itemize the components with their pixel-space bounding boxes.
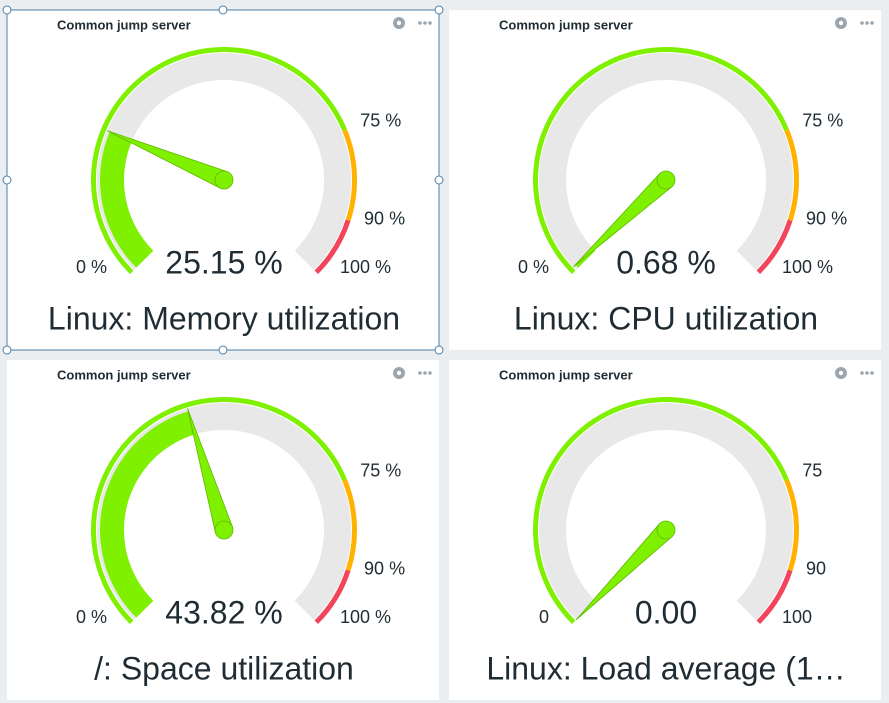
more-dot [428, 371, 432, 375]
threshold-arc [342, 129, 358, 222]
threshold-label: 75 % [360, 110, 401, 130]
more-icon[interactable] [860, 21, 874, 25]
gauge-value: 0.00 [635, 594, 697, 630]
resize-handle[interactable] [218, 345, 228, 355]
resize-handle[interactable] [2, 5, 12, 15]
min-label: 0 % [76, 607, 107, 627]
settings-icon-hole [396, 370, 402, 376]
threshold-label: 75 % [360, 460, 401, 480]
min-label: 0 % [76, 257, 107, 277]
widget[interactable]: Common jump server 75 % 90 % 0 % 100 % 25.15 … [2, 5, 444, 355]
settings-icon[interactable] [393, 17, 405, 29]
threshold-arc [533, 397, 789, 625]
more-dot [423, 21, 427, 25]
gauge-band [539, 52, 794, 270]
max-label: 100 % [340, 257, 391, 277]
gauge-needle [187, 408, 234, 540]
threshold-label: 90 % [364, 559, 405, 579]
threshold-label: 90 % [806, 209, 847, 229]
widget-header: Common jump server [57, 17, 191, 32]
needle-hub [214, 170, 234, 190]
widget-header: Common jump server [57, 367, 191, 382]
needle-hub [214, 520, 234, 540]
more-dot [423, 371, 427, 375]
threshold-arc [784, 129, 800, 222]
widget[interactable]: Common jump server 75 90 0 100 0.00 Linux: Loa… [449, 360, 881, 700]
min-label: 0 [539, 607, 549, 627]
threshold-arc [784, 479, 800, 572]
settings-icon[interactable] [393, 367, 405, 379]
min-label: 0 % [518, 257, 549, 277]
more-dot [860, 21, 864, 25]
threshold-label: 90 [806, 559, 826, 579]
threshold-label: 75 % [802, 110, 843, 130]
threshold-arc [533, 47, 789, 275]
more-dot [428, 21, 432, 25]
more-dot [860, 371, 864, 375]
widget[interactable]: Common jump server 75 % 90 % 0 % 100 % 0.68 %… [449, 10, 881, 350]
widget[interactable]: Common jump server 75 % 90 % 0 % 100 % 43.82 … [7, 360, 439, 700]
more-dot [418, 371, 422, 375]
more-dot [418, 21, 422, 25]
needle-hub [656, 170, 676, 190]
max-label: 100 % [340, 607, 391, 627]
widget-title: Linux: Memory utilization [48, 300, 400, 336]
threshold-arc [756, 219, 793, 275]
more-dot [865, 21, 869, 25]
more-dot [865, 371, 869, 375]
gauge-value-arc [100, 131, 154, 268]
settings-icon-hole [838, 20, 844, 26]
threshold-label: 90 % [364, 209, 405, 229]
threshold-arc [314, 569, 351, 625]
settings-icon-hole [396, 20, 402, 26]
settings-icon[interactable] [835, 367, 847, 379]
widget-title: /: Space utilization [94, 650, 354, 686]
threshold-arc [342, 479, 358, 572]
max-label: 100 [782, 607, 812, 627]
more-icon[interactable] [418, 371, 432, 375]
resize-handle[interactable] [434, 175, 444, 185]
gauge-needle [573, 170, 676, 268]
widget-header: Common jump server [499, 367, 633, 382]
threshold-arc [314, 219, 351, 275]
resize-handle[interactable] [2, 345, 12, 355]
threshold-arc [91, 397, 347, 625]
gauge-band [539, 402, 794, 620]
gauge-value-arc [100, 411, 196, 618]
resize-handle[interactable] [2, 175, 12, 185]
widget-header: Common jump server [499, 17, 633, 32]
widget-title: Linux: CPU utilization [514, 300, 818, 336]
settings-icon-hole [838, 370, 844, 376]
threshold-arc [91, 47, 347, 275]
threshold-label: 75 [802, 460, 822, 480]
gauge-value: 0.68 % [616, 244, 716, 280]
settings-icon[interactable] [835, 17, 847, 29]
more-dot [870, 371, 874, 375]
threshold-arc [756, 569, 793, 625]
needle-hub [656, 520, 676, 540]
more-icon[interactable] [860, 371, 874, 375]
resize-handle[interactable] [434, 345, 444, 355]
max-label: 100 % [782, 257, 833, 277]
widget-title: Linux: Load average (1… [486, 650, 845, 686]
gauge-value: 43.82 % [165, 594, 282, 630]
more-icon[interactable] [418, 21, 432, 25]
more-dot [870, 21, 874, 25]
gauge-value: 25.15 % [165, 244, 282, 280]
resize-handle[interactable] [218, 5, 228, 15]
gauge-needle [106, 130, 234, 190]
gauge-needle [575, 520, 676, 621]
resize-handle[interactable] [434, 5, 444, 15]
